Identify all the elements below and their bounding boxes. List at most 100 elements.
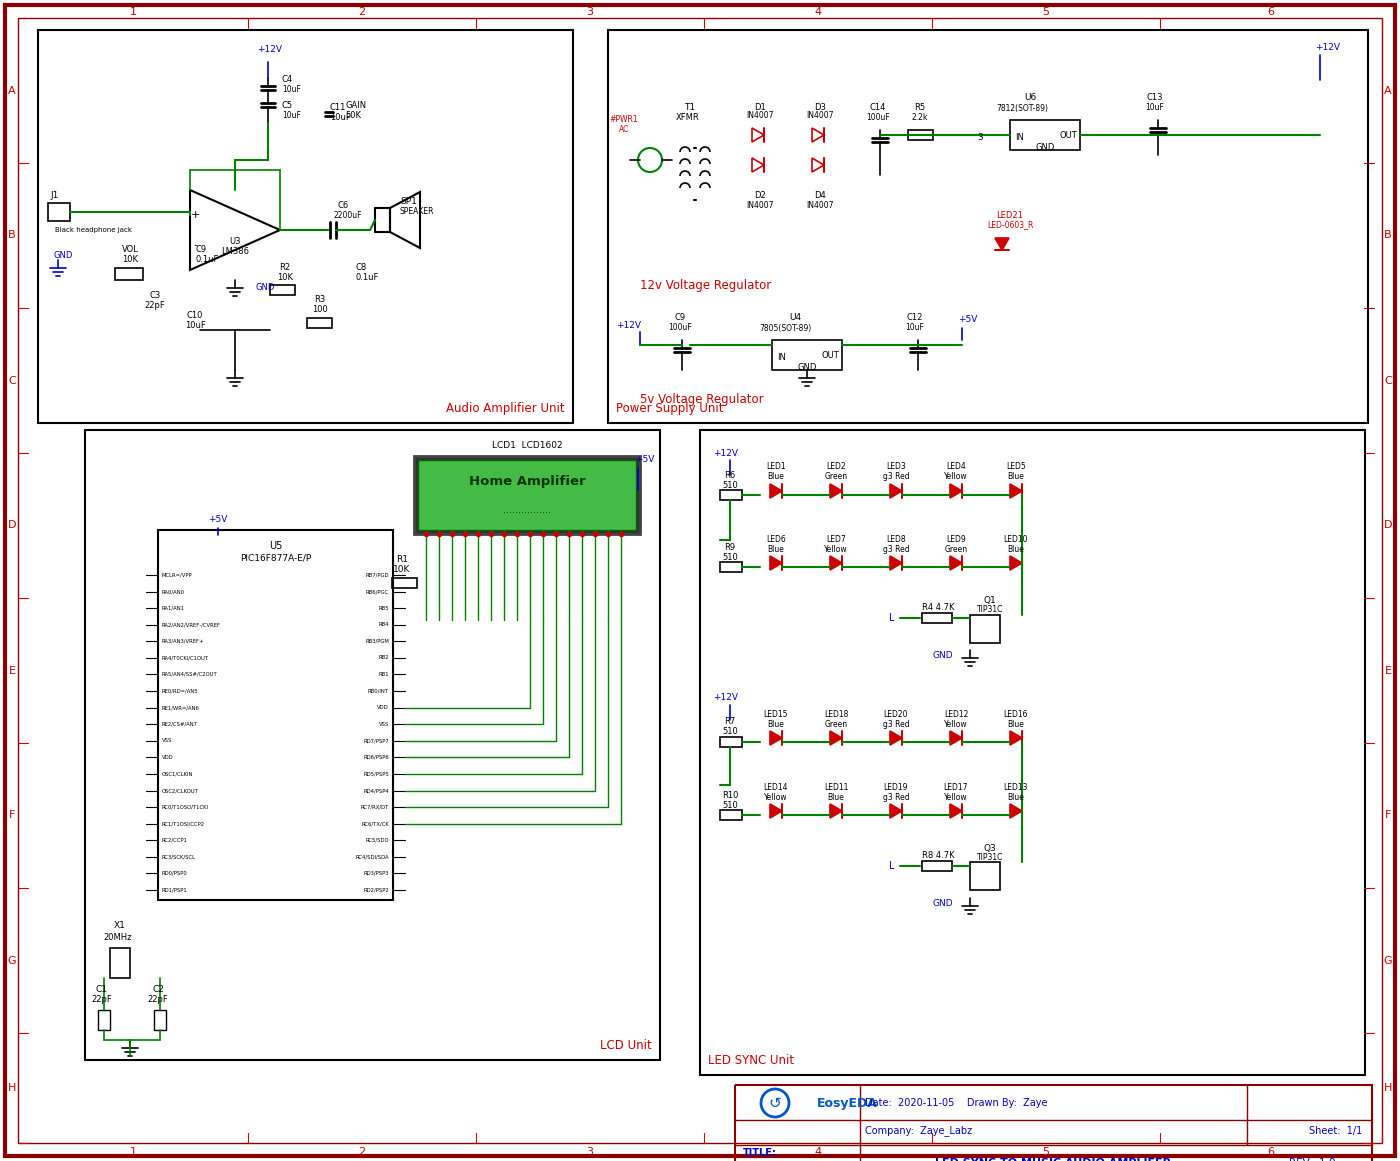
Bar [38,30,573,423]
Text: 10K: 10K [122,255,139,265]
Polygon shape [890,805,902,819]
Text: RD6/PSP6: RD6/PSP6 [363,755,389,759]
Text: E: E [1385,665,1392,676]
Text: RC3/SCK/SCL: RC3/SCK/SCL [162,854,196,859]
Text: 510: 510 [722,481,738,490]
Text: 510: 510 [722,554,738,562]
Text: 3: 3 [587,1147,594,1158]
Text: U4: U4 [790,313,801,323]
Bar [720,737,742,747]
Bar [419,460,636,531]
Text: 22pF: 22pF [144,301,165,310]
Text: 6: 6 [1267,1147,1274,1158]
Text: 510: 510 [722,801,738,810]
Bar [970,861,1000,890]
Bar [307,318,332,329]
Text: Audio Amplifier Unit: Audio Amplifier Unit [447,402,566,414]
Text: RB2: RB2 [378,656,389,661]
Text: LED SYNC Unit: LED SYNC Unit [708,1054,794,1067]
Text: C12: C12 [907,313,923,323]
Text: R1: R1 [396,555,407,564]
Bar [111,949,130,978]
Text: RB5: RB5 [378,606,389,611]
Polygon shape [830,805,841,819]
Text: 3: 3 [587,7,594,17]
Bar [909,130,932,140]
Text: LED21: LED21 [997,210,1023,219]
Text: 10uF: 10uF [281,111,301,121]
Text: RD1/PSP1: RD1/PSP1 [162,887,188,893]
Text: R8 4.7K: R8 4.7K [921,851,955,860]
Text: RE2/CS#/AN7: RE2/CS#/AN7 [162,722,197,727]
Text: 10K: 10K [393,565,410,575]
Text: GND: GND [53,251,73,260]
Text: 1: 1 [129,1147,137,1158]
Text: C5: C5 [281,101,293,110]
Text: LED14
Yellow: LED14 Yellow [764,783,788,802]
Polygon shape [770,805,783,819]
Text: U5: U5 [269,541,283,551]
Bar [115,268,143,280]
Polygon shape [1009,556,1022,570]
Text: -: - [193,240,197,250]
Text: 20MHz: 20MHz [104,933,132,943]
Text: 50K: 50K [344,110,361,120]
Polygon shape [951,805,962,819]
Text: RA5/AN4/SS#/C2OUT: RA5/AN4/SS#/C2OUT [162,672,218,677]
Text: EosyEDA: EosyEDA [818,1096,878,1110]
Polygon shape [1009,805,1022,819]
Text: MCLR=/VPP: MCLR=/VPP [162,572,193,577]
Bar [735,1086,1372,1161]
Text: SPEAKER: SPEAKER [400,208,434,216]
Text: RD7/PSP7: RD7/PSP7 [363,738,389,743]
Text: ................: ................ [503,505,552,515]
Text: R4 4.7K: R4 4.7K [921,604,955,613]
Text: Q1: Q1 [984,596,997,605]
Text: RB1: RB1 [378,672,389,677]
Text: LED10
Blue: LED10 Blue [1004,535,1028,555]
Text: H: H [1383,1083,1392,1093]
Text: RA1/AN1: RA1/AN1 [162,606,185,611]
Text: 0.1uF: 0.1uF [356,274,378,282]
Text: D4: D4 [815,190,826,200]
Text: Black headphone jack: Black headphone jack [55,228,132,233]
Text: R6: R6 [724,470,735,479]
Text: U6: U6 [1023,94,1036,102]
Bar [392,578,417,587]
Text: +5V: +5V [209,515,228,525]
Bar [154,1010,167,1030]
Text: RC0/T1OSO/T1CKI: RC0/T1OSO/T1CKI [162,805,209,809]
Text: GND: GND [255,283,274,293]
Bar [414,456,640,534]
Text: C6: C6 [337,201,349,209]
Text: 2: 2 [358,7,365,17]
Text: T1: T1 [685,103,696,113]
Text: LED12
Yellow: LED12 Yellow [944,711,969,729]
Text: RC1/T1OSI/CCP2: RC1/T1OSI/CCP2 [162,821,206,827]
Text: D3: D3 [813,103,826,113]
Text: RA3/AN3/VREF+: RA3/AN3/VREF+ [162,639,204,644]
Text: LED17
Yellow: LED17 Yellow [944,783,969,802]
Text: Home Amplifier: Home Amplifier [469,476,585,489]
Text: LED19
g3 Red: LED19 g3 Red [882,783,910,802]
Text: LED16
Blue: LED16 Blue [1004,711,1028,729]
Text: LCD1  LCD1602: LCD1 LCD1602 [491,441,563,450]
Text: C9: C9 [675,313,686,323]
Polygon shape [951,731,962,745]
Text: GND: GND [798,363,816,373]
Text: +12V: +12V [258,45,283,55]
Text: U3: U3 [230,238,241,246]
Text: 22pF: 22pF [147,995,168,1004]
Text: C13: C13 [1147,94,1163,102]
Text: C8: C8 [356,264,367,273]
Text: +12V: +12V [1316,43,1341,52]
Text: 0.1uF: 0.1uF [195,255,218,265]
Text: IN4007: IN4007 [806,111,834,121]
Text: RA4/T0CKI/C1OUT: RA4/T0CKI/C1OUT [162,656,209,661]
Text: R3: R3 [315,296,326,304]
Text: LED5
Blue: LED5 Blue [1007,462,1026,482]
Text: C1: C1 [97,986,108,995]
Polygon shape [890,731,902,745]
Text: RB0/INT: RB0/INT [368,688,389,693]
Text: IN: IN [1015,134,1025,143]
